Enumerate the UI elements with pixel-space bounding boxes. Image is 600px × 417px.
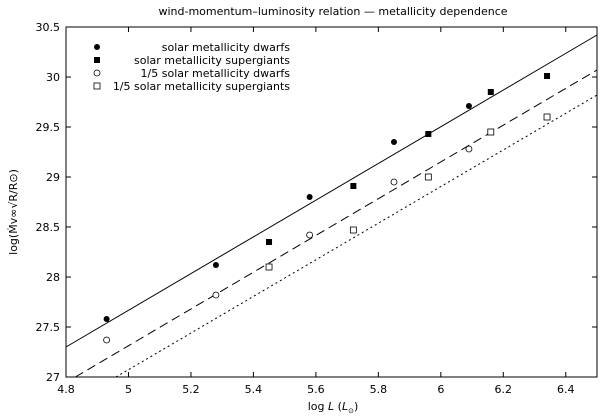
data-point bbox=[265, 263, 273, 271]
y-tick-label: 29.5 bbox=[36, 121, 61, 134]
data-point bbox=[212, 291, 220, 299]
legend-marker bbox=[93, 69, 101, 77]
data-point bbox=[350, 183, 357, 189]
x-tick-label: 4.8 bbox=[57, 383, 75, 396]
data-point bbox=[544, 73, 551, 79]
legend-label: solar metallicity supergiants bbox=[134, 54, 290, 67]
legend-label: solar metallicity dwarfs bbox=[162, 41, 291, 54]
fit-line bbox=[75, 69, 598, 378]
plot-frame bbox=[65, 26, 598, 378]
data-point bbox=[306, 194, 313, 200]
x-tick-label: 5.6 bbox=[307, 383, 325, 396]
y-tick-label: 30.5 bbox=[36, 21, 61, 34]
data-point bbox=[465, 103, 472, 109]
x-axis-label: log L (L⊙) bbox=[308, 400, 359, 415]
data-point bbox=[306, 231, 314, 239]
data-point bbox=[487, 89, 494, 95]
x-tick-label: 5 bbox=[125, 383, 132, 396]
axis-ticks: 4.8 5 5.2 5.4 5.6 5.8 6 6.2 6.4 27 27.5 28 28.5 29 29.… bbox=[36, 21, 597, 396]
fit-lines bbox=[65, 34, 598, 378]
legend-marker bbox=[94, 44, 100, 50]
fit-line bbox=[115, 94, 598, 378]
data-point bbox=[266, 239, 273, 245]
plot-border bbox=[65, 26, 598, 378]
x-tick-label: 6.4 bbox=[557, 383, 575, 396]
chart-title: wind-momentum–luminosity relation — meta… bbox=[158, 5, 507, 18]
data-point bbox=[212, 262, 219, 268]
y-tick-label: 28.5 bbox=[36, 221, 61, 234]
y-tick-label: 29 bbox=[46, 171, 60, 184]
data-point bbox=[103, 316, 110, 322]
x-tick-label: 5.4 bbox=[245, 383, 263, 396]
x-tick-label: 5.2 bbox=[182, 383, 200, 396]
y-axis-label: log(Ṁv∞√R/R⊙) bbox=[7, 169, 20, 255]
y-tick-label: 28 bbox=[46, 271, 60, 284]
y-tick-label: 27 bbox=[46, 371, 60, 384]
data-point bbox=[425, 131, 432, 137]
y-tick-label: 27.5 bbox=[36, 321, 61, 334]
data-point bbox=[103, 336, 111, 344]
data-point bbox=[487, 128, 495, 136]
x-tick-label: 6 bbox=[437, 383, 444, 396]
data-point bbox=[543, 113, 551, 121]
x-tick-label: 5.8 bbox=[370, 383, 388, 396]
data-point bbox=[349, 226, 357, 234]
data-point bbox=[424, 173, 432, 181]
legend-label: 1/5 solar metallicity supergiants bbox=[113, 80, 290, 93]
x-tick-label: 6.2 bbox=[495, 383, 513, 396]
data-point bbox=[390, 178, 398, 186]
data-point bbox=[390, 139, 397, 145]
legend-marker bbox=[93, 82, 101, 90]
y-tick-label: 30 bbox=[46, 71, 60, 84]
data-markers bbox=[103, 73, 551, 344]
legend-marker bbox=[94, 57, 100, 63]
legend-label: 1/5 solar metallicity dwarfs bbox=[141, 67, 291, 80]
fit-line bbox=[65, 34, 598, 348]
data-point bbox=[465, 145, 473, 153]
